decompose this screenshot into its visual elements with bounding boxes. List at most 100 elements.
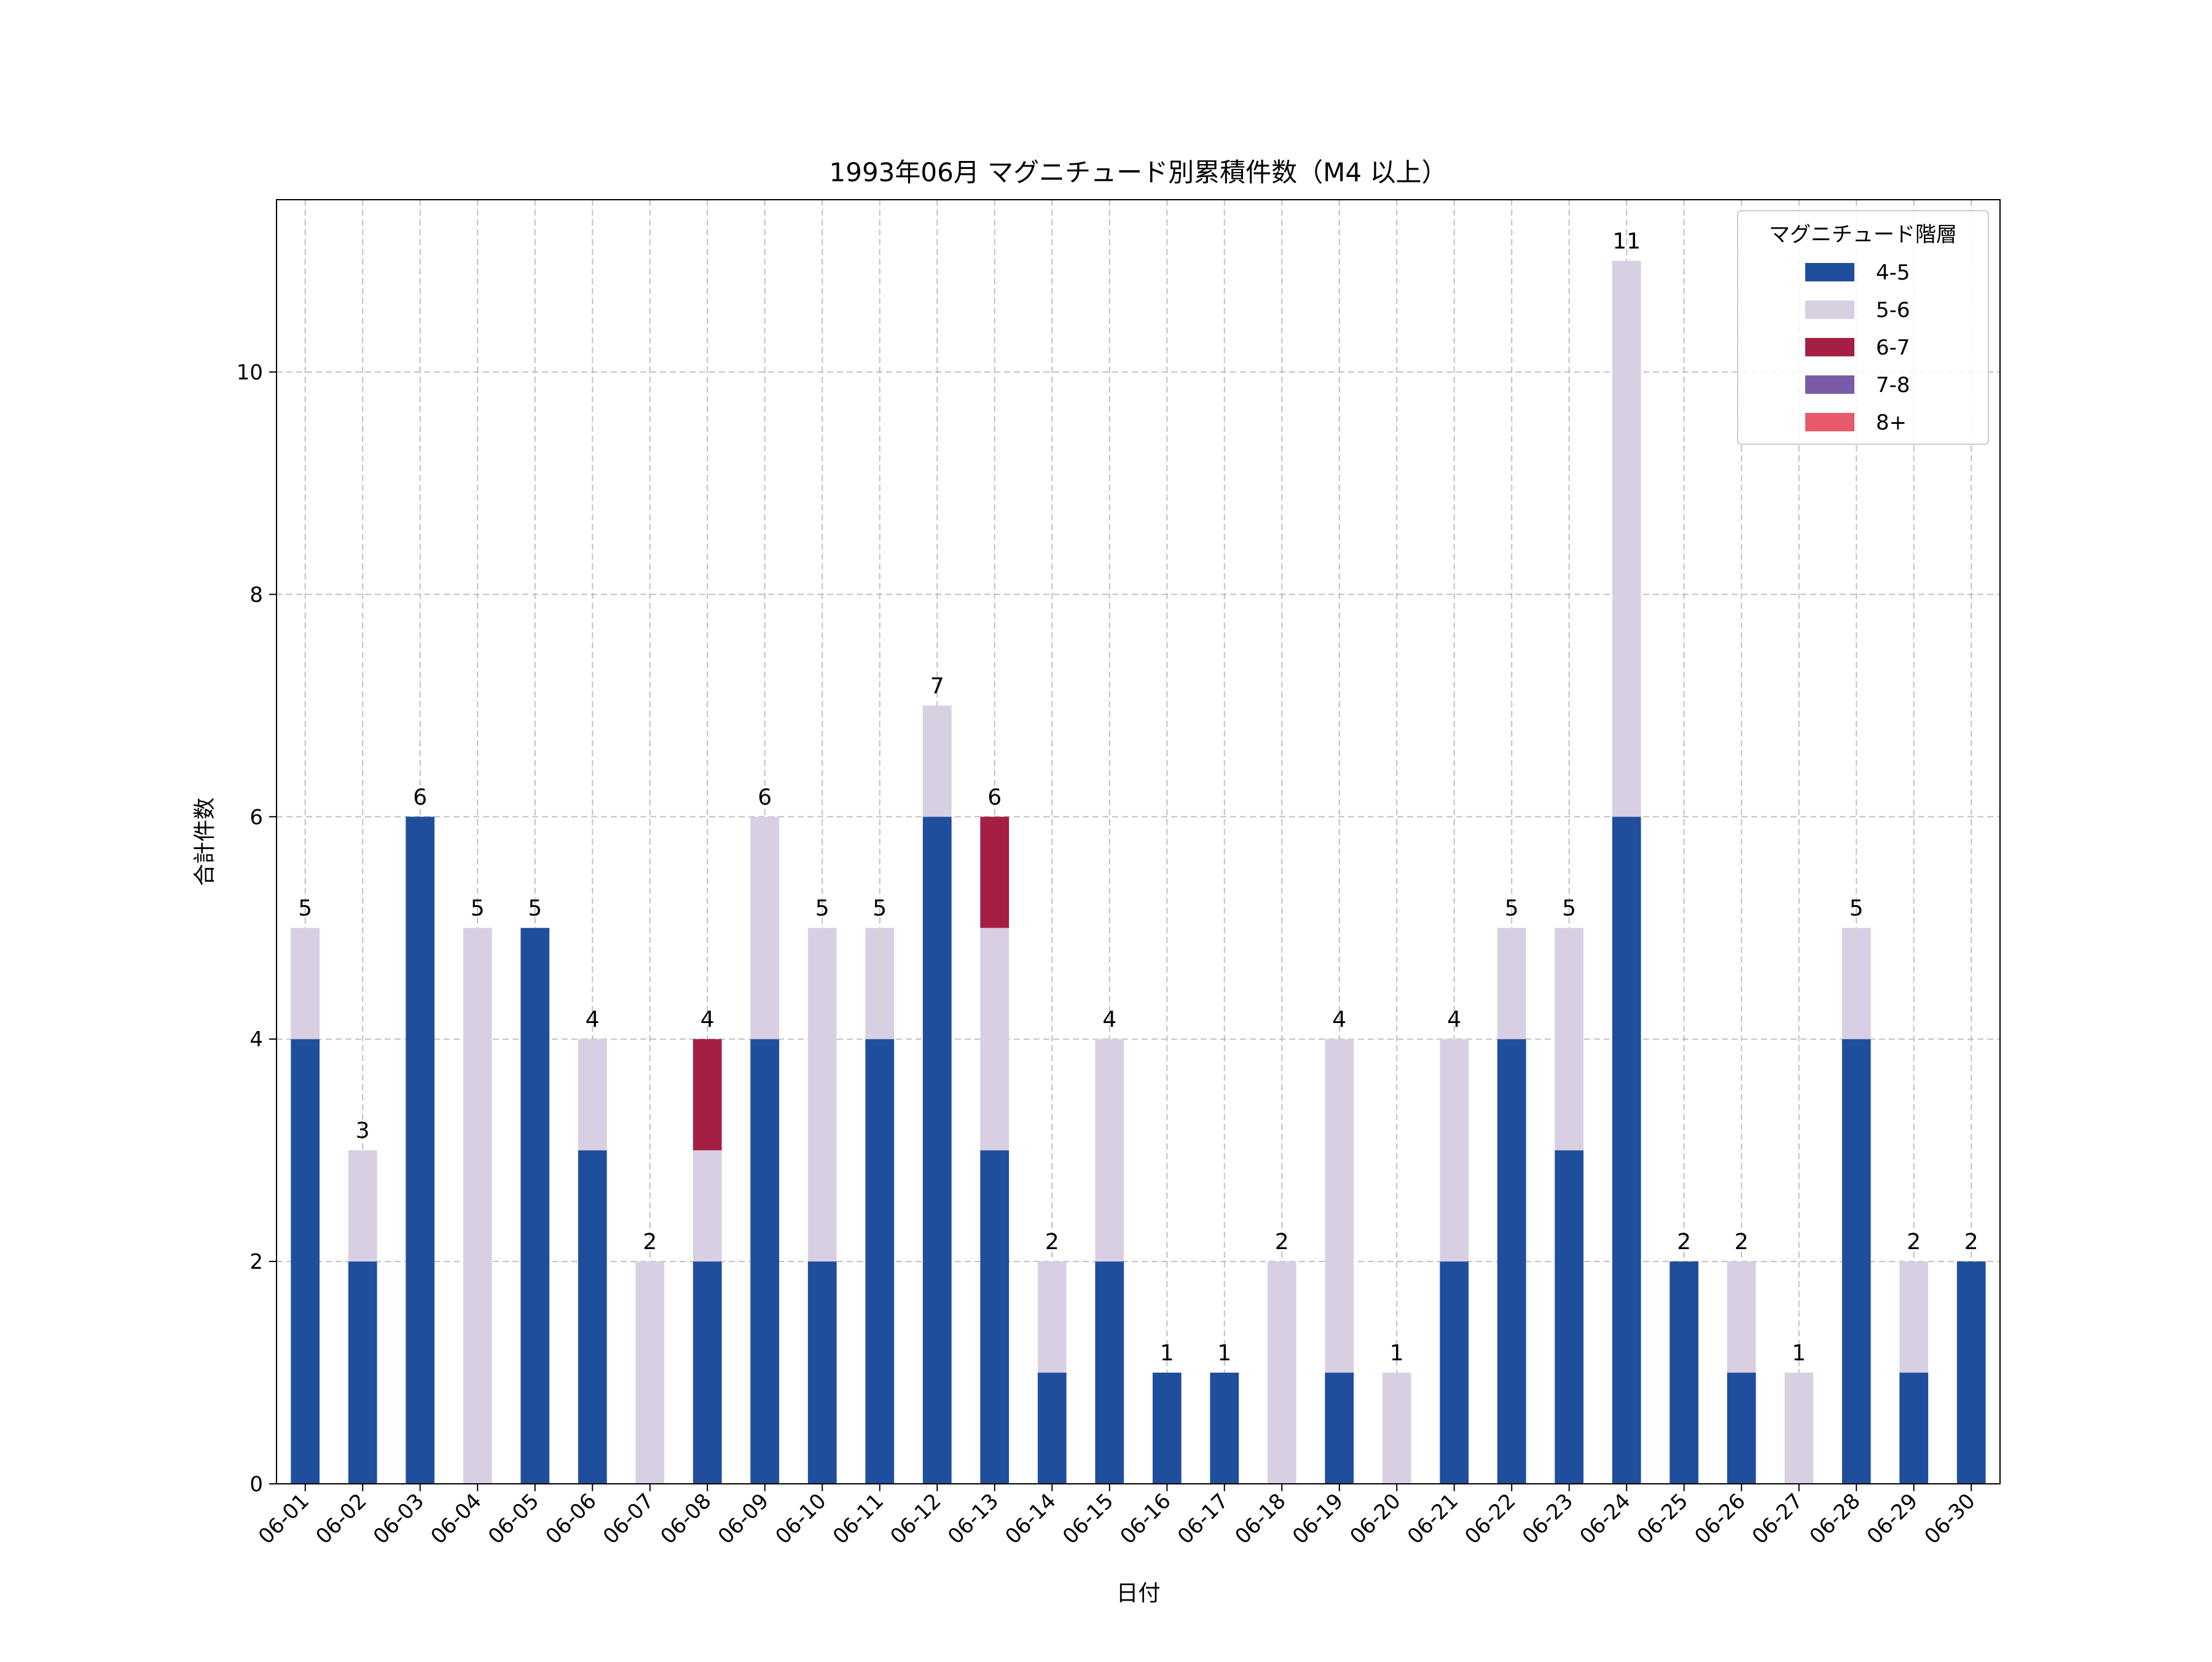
bar-total-label: 5 (471, 896, 485, 921)
bar-segment-5-6 (1267, 1261, 1296, 1484)
bar-total-label: 4 (1102, 1007, 1116, 1032)
bar-total-label: 1 (1160, 1341, 1174, 1366)
bar-segment-4-5 (922, 817, 952, 1484)
legend-title: マグニチュード階層 (1769, 222, 1957, 247)
bar-segment-5-6 (1095, 1039, 1124, 1262)
bar-total-label: 2 (1964, 1229, 1979, 1255)
bar-total-label: 1 (1390, 1341, 1404, 1366)
bar-segment-5-6 (807, 928, 837, 1262)
bar-total-label: 5 (528, 896, 542, 921)
bar-segment-5-6 (1037, 1261, 1067, 1373)
bar-segment-5-6 (692, 1150, 722, 1262)
bar-segment-5-6 (980, 928, 1010, 1151)
legend-swatch-8+ (1805, 413, 1854, 431)
bar-total-label: 6 (987, 785, 1002, 810)
legend: マグニチュード階層 4-5 5-6 6-7 7-8 8+ (1737, 210, 1989, 445)
bar-segment-4-5 (865, 1039, 895, 1484)
bar-segment-4-5 (1210, 1373, 1239, 1484)
y-tick-label: 0 (249, 1472, 263, 1497)
bar-segment-4-5 (1555, 1150, 1584, 1484)
bar-segment-4-5 (1325, 1373, 1354, 1484)
bar-segment-5-6 (1784, 1373, 1814, 1484)
bar-segment-5-6 (463, 928, 492, 1484)
legend-swatch-5-6 (1805, 300, 1854, 319)
bar-total-label: 6 (413, 785, 427, 810)
bar-segment-4-5 (1669, 1261, 1699, 1484)
bar-total-label: 5 (1849, 896, 1864, 921)
bar-segment-4-5 (1095, 1261, 1124, 1484)
bar-segment-5-6 (1841, 928, 1871, 1040)
bar-total-label: 1 (1217, 1341, 1231, 1366)
bar-total-label: 5 (1505, 896, 1519, 921)
x-axis-label: 日付 (1116, 1581, 1160, 1606)
legend-swatch-7-8 (1805, 375, 1854, 394)
bar-total-label: 5 (873, 896, 887, 921)
y-tick-label: 8 (249, 582, 263, 607)
bar-total-label: 5 (298, 896, 312, 921)
bar-segment-5-6 (1555, 928, 1584, 1151)
bar-segment-5-6 (1497, 928, 1526, 1040)
y-tick-label: 2 (249, 1250, 263, 1274)
bar-segment-4-5 (1440, 1261, 1469, 1484)
bar-segment-4-5 (692, 1261, 722, 1484)
bar-segment-4-5 (1956, 1261, 1986, 1484)
bar-segment-4-5 (807, 1261, 837, 1484)
legend-label: 7-8 (1876, 373, 1910, 398)
legend-items: 4-5 5-6 6-7 7-8 8+ (1805, 261, 1910, 435)
bar-segment-5-6 (750, 817, 780, 1040)
bar-segment-5-6 (1727, 1261, 1756, 1373)
bar-total-label: 2 (1907, 1229, 1921, 1255)
bar-segment-4-5 (1899, 1373, 1929, 1484)
bar-segment-4-5 (348, 1261, 377, 1484)
bar-segment-4-5 (1727, 1373, 1756, 1484)
bar-total-label: 11 (1612, 229, 1641, 254)
bar-segment-5-6 (348, 1150, 377, 1262)
bar-total-label: 3 (356, 1118, 370, 1143)
bar-segment-4-5 (750, 1039, 780, 1484)
bar-total-label: 7 (930, 673, 944, 699)
bar-segment-4-5 (1037, 1373, 1067, 1484)
bar-segment-4-5 (291, 1039, 320, 1484)
bar-segment-4-5 (520, 928, 550, 1484)
bar-segment-5-6 (1382, 1373, 1411, 1484)
bar-segment-5-6 (865, 928, 895, 1040)
y-tick-label: 6 (249, 805, 263, 829)
bar-total-label: 2 (643, 1229, 657, 1255)
legend-label: 4-5 (1876, 261, 1910, 285)
bar-segment-4-5 (1841, 1039, 1871, 1484)
bar-total-label: 4 (700, 1007, 715, 1032)
legend-box (1737, 210, 1989, 445)
bar-segment-4-5 (1612, 817, 1641, 1484)
bar-total-label: 4 (586, 1007, 600, 1032)
bar-total-label: 2 (1045, 1229, 1059, 1255)
bar-segment-5-6 (1440, 1039, 1469, 1262)
bar-segment-4-5 (980, 1150, 1010, 1484)
bar-segment-5-6 (1325, 1039, 1354, 1373)
bar-total-label: 4 (1332, 1007, 1346, 1032)
bar-segment-5-6 (578, 1039, 607, 1151)
bar-segment-5-6 (1899, 1261, 1929, 1373)
bar-segment-6-7 (980, 817, 1010, 928)
bar-total-label: 6 (758, 785, 772, 810)
bar-total-label: 5 (815, 896, 830, 921)
bar-total-label: 2 (1735, 1229, 1749, 1255)
y-axis-label: 合計件数 (192, 798, 218, 886)
bar-segment-4-5 (578, 1150, 607, 1484)
y-tick-label: 4 (249, 1027, 263, 1052)
bar-segment-4-5 (1497, 1039, 1526, 1484)
bar-total-label: 2 (1677, 1229, 1691, 1255)
legend-label: 6-7 (1876, 335, 1910, 360)
bar-segment-5-6 (922, 705, 952, 817)
bar-total-label: 1 (1792, 1341, 1806, 1366)
y-tick-label: 10 (237, 360, 263, 385)
legend-label: 5-6 (1876, 298, 1910, 323)
legend-swatch-4-5 (1805, 263, 1854, 281)
bar-segment-5-6 (291, 928, 320, 1040)
bar-total-label: 5 (1562, 896, 1576, 921)
bar-segment-4-5 (406, 817, 435, 1484)
plot-frame (276, 199, 2001, 1484)
bar-total-label: 2 (1275, 1229, 1289, 1255)
chart-title: 1993年06月 マグニチュード別累積件数（M4 以上） (830, 157, 1448, 187)
